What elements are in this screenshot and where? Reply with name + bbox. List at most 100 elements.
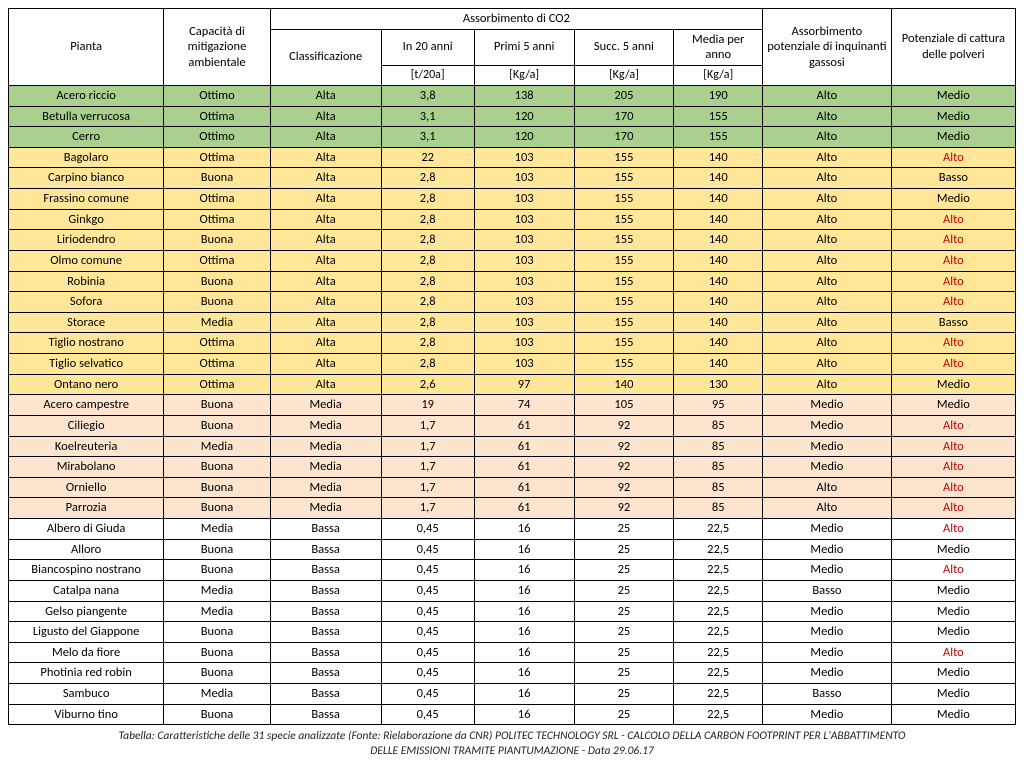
cell-mitigation: Buona xyxy=(164,704,270,725)
cell-classification: Media xyxy=(270,436,381,457)
cell-mitigation: Ottima xyxy=(164,250,270,271)
cell-classification: Alta xyxy=(270,127,381,148)
cell-gaseous: Medio xyxy=(763,622,892,643)
cell-in20: 2,8 xyxy=(381,292,474,313)
table-row: Frassino comuneOttimaAlta2,8103155140Alt… xyxy=(9,189,1016,210)
cell-media: 85 xyxy=(674,436,763,457)
table-row: AlloroBuonaBassa0,45162522,5MedioMedio xyxy=(9,539,1016,560)
cell-mitigation: Buona xyxy=(164,292,270,313)
cell-succ5: 92 xyxy=(574,457,674,478)
cell-media: 140 xyxy=(674,250,763,271)
cell-gaseous: Medio xyxy=(763,663,892,684)
cell-in20: 0,45 xyxy=(381,684,474,705)
cell-succ5: 25 xyxy=(574,642,674,663)
table-row: Tiglio nostranoOttimaAlta2,8103155140Alt… xyxy=(9,333,1016,354)
cell-mitigation: Buona xyxy=(164,271,270,292)
cell-mitigation: Buona xyxy=(164,230,270,251)
cell-media: 140 xyxy=(674,354,763,375)
cell-classification: Alta xyxy=(270,147,381,168)
cell-in20: 0,45 xyxy=(381,601,474,622)
table-row: Carpino biancoBuonaAlta2,8103155140AltoB… xyxy=(9,168,1016,189)
table-body: Acero riccioOttimoAlta3,8138205190AltoMe… xyxy=(9,85,1016,724)
cell-first5: 103 xyxy=(474,271,574,292)
cell-gaseous: Medio xyxy=(763,436,892,457)
table-row: CerroOttimoAlta3,1120170155AltoMedio xyxy=(9,127,1016,148)
cell-dust: Alto xyxy=(891,250,1015,271)
table-row: SambucoMediaBassa0,45162522,5BassoMedio xyxy=(9,684,1016,705)
cell-succ5: 155 xyxy=(574,230,674,251)
cell-dust: Medio xyxy=(891,622,1015,643)
col-mitigation: Capacità di mitigazione ambientale xyxy=(164,9,270,86)
table-row: Viburno tinoBuonaBassa0,45162522,5MedioM… xyxy=(9,704,1016,725)
cell-first5: 103 xyxy=(474,292,574,313)
cell-plant: Gelso piangente xyxy=(9,601,164,622)
cell-succ5: 25 xyxy=(574,622,674,643)
cell-classification: Bassa xyxy=(270,519,381,540)
cell-succ5: 155 xyxy=(574,250,674,271)
cell-first5: 16 xyxy=(474,704,574,725)
cell-classification: Media xyxy=(270,395,381,416)
cell-gaseous: Medio xyxy=(763,395,892,416)
cell-plant: Ginkgo xyxy=(9,209,164,230)
cell-in20: 0,45 xyxy=(381,560,474,581)
cell-gaseous: Medio xyxy=(763,415,892,436)
cell-classification: Alta xyxy=(270,374,381,395)
cell-in20: 2,8 xyxy=(381,333,474,354)
cell-dust: Alto xyxy=(891,354,1015,375)
cell-dust: Medio xyxy=(891,704,1015,725)
cell-in20: 1,7 xyxy=(381,477,474,498)
cell-media: 140 xyxy=(674,189,763,210)
cell-gaseous: Medio xyxy=(763,704,892,725)
cell-succ5: 92 xyxy=(574,415,674,436)
cell-succ5: 155 xyxy=(574,209,674,230)
cell-plant: Olmo comune xyxy=(9,250,164,271)
cell-classification: Media xyxy=(270,415,381,436)
cell-gaseous: Medio xyxy=(763,457,892,478)
cell-dust: Alto xyxy=(891,271,1015,292)
cell-in20: 2,6 xyxy=(381,374,474,395)
cell-plant: Acero riccio xyxy=(9,85,164,106)
cell-dust: Medio xyxy=(891,395,1015,416)
cell-first5: 16 xyxy=(474,580,574,601)
cell-in20: 2,8 xyxy=(381,168,474,189)
plants-table: Pianta Capacità di mitigazione ambiental… xyxy=(8,8,1016,725)
cell-dust: Alto xyxy=(891,519,1015,540)
cell-plant: Betulla verrucosa xyxy=(9,106,164,127)
cell-media: 140 xyxy=(674,292,763,313)
cell-first5: 16 xyxy=(474,663,574,684)
cell-plant: Acero campestre xyxy=(9,395,164,416)
cell-in20: 1,7 xyxy=(381,415,474,436)
unit-succ5: [Kg/a] xyxy=(574,65,674,85)
table-row: Gelso piangenteMediaBassa0,45162522,5Med… xyxy=(9,601,1016,622)
cell-plant: Liriodendro xyxy=(9,230,164,251)
cell-classification: Alta xyxy=(270,209,381,230)
cell-dust: Medio xyxy=(891,106,1015,127)
cell-in20: 2,8 xyxy=(381,354,474,375)
cell-in20: 2,8 xyxy=(381,189,474,210)
cell-classification: Alta xyxy=(270,85,381,106)
cell-succ5: 25 xyxy=(574,560,674,581)
cell-gaseous: Alto xyxy=(763,333,892,354)
cell-media: 85 xyxy=(674,477,763,498)
cell-dust: Alto xyxy=(891,415,1015,436)
cell-mitigation: Ottima xyxy=(164,333,270,354)
cell-mitigation: Ottimo xyxy=(164,85,270,106)
cell-dust: Medio xyxy=(891,539,1015,560)
cell-succ5: 92 xyxy=(574,477,674,498)
table-row: SoforaBuonaAlta2,8103155140AltoAlto xyxy=(9,292,1016,313)
cell-gaseous: Basso xyxy=(763,684,892,705)
table-row: OrnielloBuonaMedia1,7619285AltoAlto xyxy=(9,477,1016,498)
caption-line2: DELLE EMISSIONI TRAMITE PIANTUMAZIONE - … xyxy=(370,744,654,758)
cell-plant: Alloro xyxy=(9,539,164,560)
cell-media: 190 xyxy=(674,85,763,106)
cell-classification: Bassa xyxy=(270,622,381,643)
cell-plant: Robinia xyxy=(9,271,164,292)
cell-media: 140 xyxy=(674,147,763,168)
cell-media: 22,5 xyxy=(674,519,763,540)
cell-succ5: 170 xyxy=(574,106,674,127)
cell-in20: 3,1 xyxy=(381,106,474,127)
cell-mitigation: Buona xyxy=(164,560,270,581)
cell-classification: Alta xyxy=(270,292,381,313)
cell-media: 85 xyxy=(674,498,763,519)
table-row: Acero campestreBuonaMedia197410595MedioM… xyxy=(9,395,1016,416)
